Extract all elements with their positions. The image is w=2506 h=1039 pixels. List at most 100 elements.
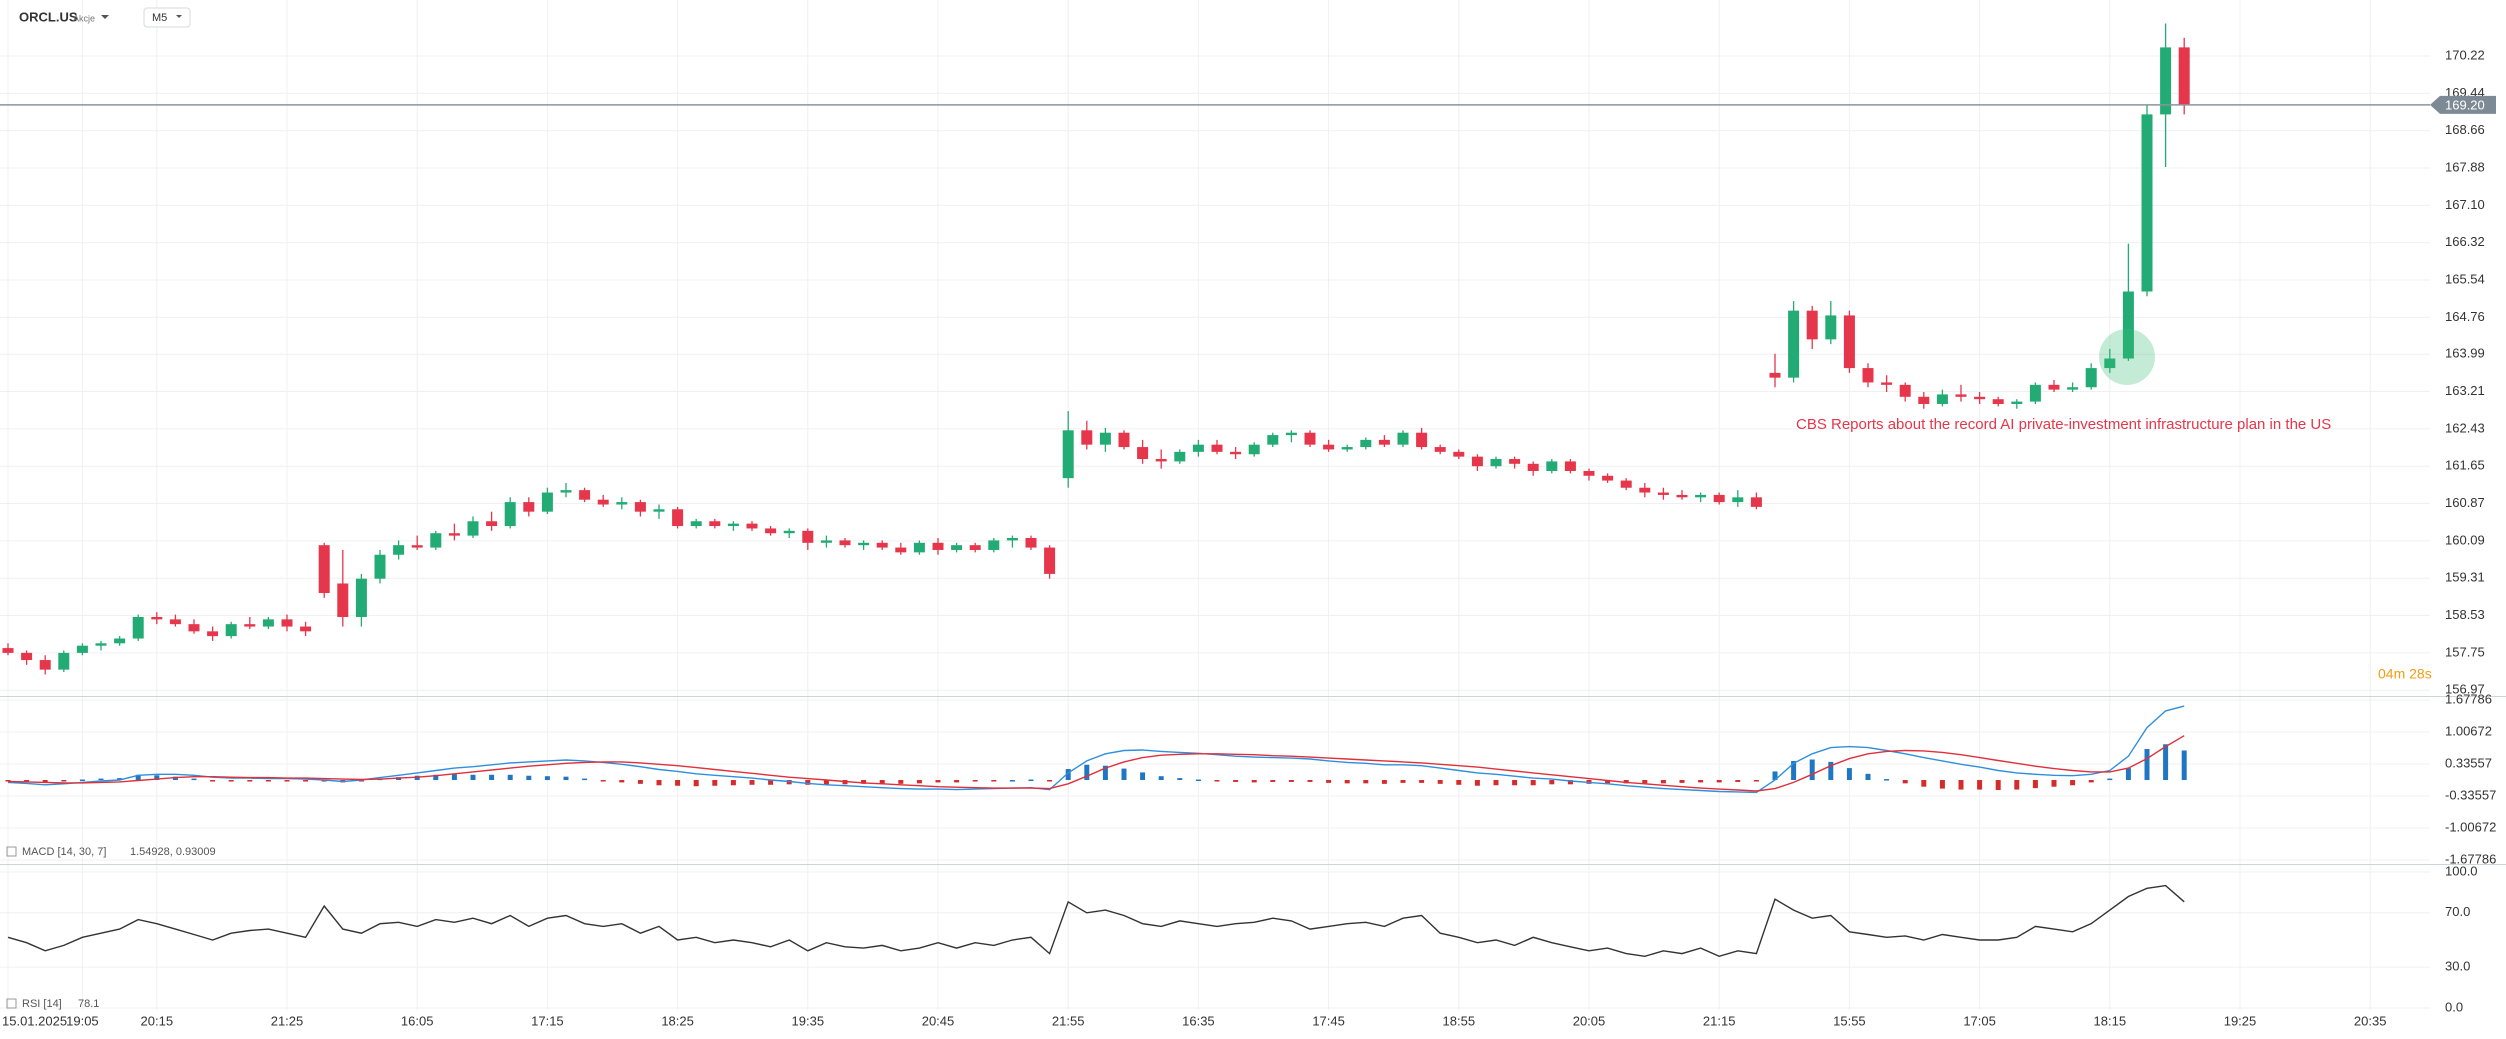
histogram-bar — [2014, 780, 2020, 790]
x-tick-label: 19:05 — [66, 1013, 99, 1028]
histogram-bar — [823, 780, 829, 785]
histogram-bar — [358, 780, 364, 782]
candle-body — [727, 523, 739, 527]
histogram-bar — [916, 780, 922, 784]
histogram-bar — [1623, 780, 1629, 784]
histogram-bar — [991, 780, 997, 782]
histogram-bar — [526, 775, 532, 781]
event-marker[interactable] — [2099, 329, 2155, 385]
candle-body — [1137, 447, 1149, 460]
timeframe-select[interactable] — [143, 7, 191, 28]
histogram-bar — [433, 774, 439, 781]
candle-body — [448, 533, 460, 536]
candle-body — [1825, 315, 1837, 340]
y-tick-label: 0.33557 — [2445, 755, 2492, 770]
histogram-bar — [730, 780, 736, 786]
histogram-bar — [2125, 768, 2131, 781]
candle-body — [188, 624, 200, 632]
y-tick-label: 163.99 — [2445, 346, 2485, 361]
candle-body — [1397, 432, 1409, 445]
histogram-bar — [507, 774, 513, 781]
candle-body — [1713, 494, 1725, 503]
candle-body — [988, 540, 1000, 550]
histogram-bar — [284, 780, 290, 782]
histogram-bar — [1846, 768, 1852, 781]
histogram-bar — [1158, 776, 1164, 781]
candle-body — [1323, 444, 1335, 450]
histogram-bar — [582, 778, 588, 781]
candle-body — [1732, 497, 1744, 503]
candle-body — [393, 545, 405, 555]
grid — [0, 0, 2430, 1010]
histogram-bar — [712, 780, 718, 786]
candle-body — [839, 540, 851, 546]
candle-body — [616, 502, 628, 505]
histogram-bar — [1660, 780, 1666, 784]
dropdown-arrow[interactable] — [176, 15, 182, 18]
candle-body — [746, 523, 758, 529]
countdown: 04m 28s — [2378, 666, 2432, 682]
candle-body — [1099, 432, 1111, 445]
candle-body — [1918, 396, 1930, 404]
y-tick-label: 160.87 — [2445, 495, 2485, 510]
last-price-label: 169.20 — [2445, 97, 2485, 112]
histogram-bar — [1828, 761, 1834, 781]
histogram-bar — [24, 780, 30, 782]
candle-body — [1974, 396, 1986, 400]
histogram-bar — [1009, 780, 1015, 782]
candle-body — [1676, 494, 1688, 498]
histogram-bar — [1977, 780, 1983, 790]
y-tick-label: 168.66 — [2445, 122, 2485, 137]
histogram-bar — [1140, 772, 1146, 781]
macd-values: 1.54928, 0.93009 — [130, 846, 216, 858]
histogram-bar — [1884, 779, 1890, 781]
candle-body — [2178, 47, 2190, 105]
x-tick-label: 21:25 — [271, 1013, 304, 1028]
y-tick-label: -1.67786 — [2445, 851, 2496, 866]
histogram-bar — [2181, 750, 2187, 781]
candle-body — [337, 583, 349, 617]
histogram-bar — [600, 780, 606, 782]
candle-body — [765, 528, 777, 534]
candle-body — [1639, 487, 1651, 493]
indicator-icon[interactable] — [6, 998, 17, 1009]
y-tick-label: 165.54 — [2445, 271, 2485, 286]
indicator-icon[interactable] — [6, 846, 17, 857]
histogram-bar — [1791, 760, 1797, 781]
x-tick-label: 15.01.2025 — [2, 1013, 67, 1028]
candle-body — [1657, 492, 1669, 495]
symbol[interactable]: ORCL.US — [19, 9, 78, 24]
histogram-bar — [1400, 780, 1406, 783]
candle-body — [1360, 439, 1372, 448]
candle-body — [1750, 497, 1762, 507]
candle-body — [560, 490, 572, 493]
histogram-bar — [1493, 780, 1499, 786]
histogram-bar — [544, 776, 550, 781]
candle-body — [1788, 310, 1800, 378]
candle-body — [597, 499, 609, 505]
candle-body — [1769, 372, 1781, 378]
candle-body — [225, 624, 237, 637]
histogram-bar — [1679, 780, 1685, 783]
candle-body — [634, 502, 646, 512]
candle-body — [653, 509, 665, 512]
candle-body — [1248, 444, 1260, 455]
histogram-bar — [210, 780, 216, 782]
candle-body — [2, 648, 14, 653]
candle-body — [1602, 475, 1614, 481]
candle-body — [244, 624, 256, 627]
histogram-bar — [1251, 780, 1257, 783]
histogram-bar — [1549, 780, 1555, 785]
x-tick-label: 17:15 — [531, 1013, 564, 1028]
candle-body — [523, 502, 535, 512]
histogram-bar — [619, 780, 625, 783]
x-tick-label: 19:25 — [2224, 1013, 2257, 1028]
dropdown-arrow[interactable] — [101, 15, 109, 19]
candle-body — [579, 490, 591, 500]
candle-body — [132, 616, 144, 639]
histogram-bar — [451, 774, 457, 781]
timeframe[interactable]: M5 — [152, 12, 167, 24]
candle-body — [374, 554, 386, 579]
histogram-bar — [637, 780, 643, 784]
last-price-tag — [2430, 95, 2496, 114]
